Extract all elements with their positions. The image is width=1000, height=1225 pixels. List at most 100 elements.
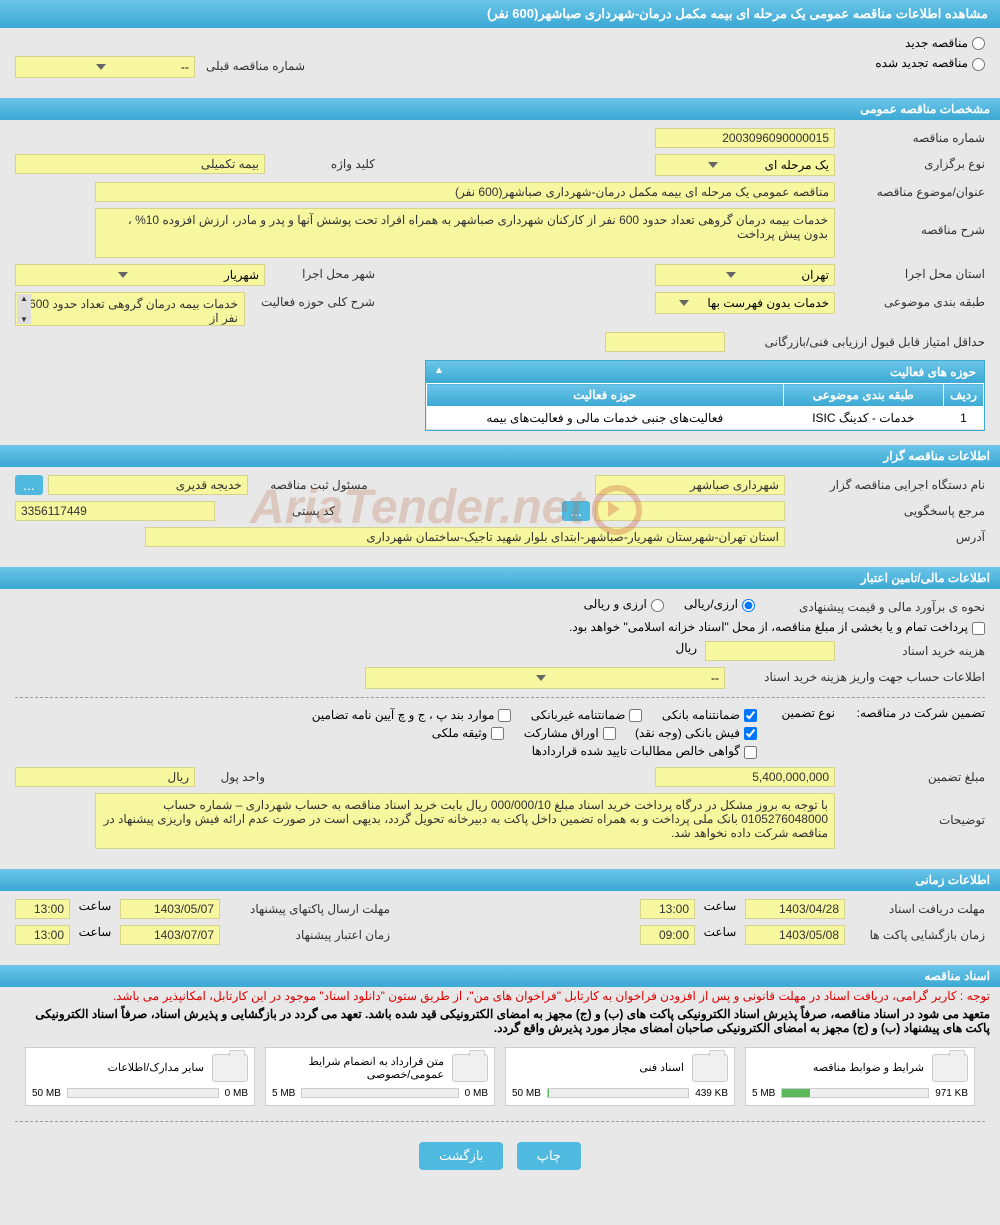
prev-tender-select[interactable]: --	[15, 56, 195, 78]
notes-textarea[interactable]: با توجه به بروز مشکل در درگاه پرداخت خری…	[95, 793, 835, 849]
chk-property[interactable]: وثیقه ملکی	[432, 726, 505, 740]
address-field[interactable]: استان تهران-شهرستان شهریار-صباشهر-ابتدای…	[145, 527, 785, 547]
page-title: مشاهده اطلاعات مناقصه عمومی یک مرحله ای …	[0, 0, 1000, 28]
col-cat: طبقه بندی موضوعی	[783, 384, 943, 407]
cell-no: 1	[944, 407, 984, 430]
doc-card[interactable]: اسناد فنی 50 MB 439 KB	[505, 1047, 735, 1106]
time-label-2: ساعت	[70, 899, 120, 913]
keyword-label: کلید واژه	[265, 154, 375, 171]
tender-no-label: شماره مناقصه	[835, 128, 985, 145]
notice-black: متعهد می شود در اسناد مناقصه، صرفاً پذیر…	[0, 1005, 1000, 1037]
radio-currency-1[interactable]: ارزی/ریالی	[684, 597, 755, 611]
doc-used: 971 KB	[935, 1088, 968, 1099]
chk-participation[interactable]: اوراق مشارکت	[524, 726, 616, 740]
doc-card[interactable]: سایر مدارک/اطلاعات 50 MB 0 MB	[25, 1047, 255, 1106]
progress-bar	[301, 1088, 458, 1098]
time-label-3: ساعت	[695, 925, 745, 939]
opening-label: زمان بازگشایی پاکت ها	[845, 925, 985, 942]
scope-textarea[interactable]: خدمات بیمه درمان گروهی تعداد حدود 600 نف…	[15, 292, 245, 326]
chevron-down-icon	[118, 272, 128, 278]
section-docs: اسناد مناقصه	[0, 965, 1000, 987]
doc-total: 50 MB	[32, 1088, 61, 1099]
chk-clauses[interactable]: موارد بند پ ، ج و چ آیین نامه تضامین	[312, 708, 512, 722]
subject-label: عنوان/موضوع مناقصه	[835, 182, 985, 199]
radio-new-tender[interactable]: مناقصه جدید	[905, 36, 985, 50]
dots-button[interactable]: ...	[562, 501, 590, 521]
chk-net-claims[interactable]: گواهی خالص مطالبات تایید شده قراردادها	[532, 744, 757, 758]
doc-title: سایر مدارک/اطلاعات	[32, 1061, 204, 1074]
tender-no-field: 2003096090000015	[655, 128, 835, 148]
doc-deadline-time[interactable]: 13:00	[640, 899, 695, 919]
responder-field[interactable]	[595, 501, 785, 521]
proposal-deadline-label: مهلت ارسال پاکتهای پیشنهاد	[220, 899, 390, 916]
section-financial: اطلاعات مالی/تامین اعتبار	[0, 567, 1000, 589]
min-score-label: حداقل امتیاز قابل قبول ارزیابی فنی/بازرگ…	[725, 332, 985, 349]
org-name-label: نام دستگاه اجرایی مناقصه گزار	[785, 475, 985, 492]
currency-opt1-label: ارزی/ریالی	[684, 597, 738, 611]
proposal-deadline-time[interactable]: 13:00	[15, 899, 70, 919]
doc-card[interactable]: شرایط و ضوابط مناقصه 5 MB 971 KB	[745, 1047, 975, 1106]
desc-label: شرح مناقصه	[835, 208, 985, 237]
category-select[interactable]: خدمات بدون فهرست بها	[655, 292, 835, 314]
subject-field[interactable]: مناقصه عمومی یک مرحله ای بیمه مکمل درمان…	[95, 182, 835, 202]
rial-label: ریال	[675, 641, 697, 655]
province-select[interactable]: تهران	[655, 264, 835, 286]
desc-textarea[interactable]: خدمات بیمه درمان گروهی تعداد حدود 600 نف…	[95, 208, 835, 258]
folder-icon	[452, 1054, 488, 1082]
doc-title: شرایط و ضوابط مناقصه	[752, 1061, 924, 1074]
credit-time[interactable]: 13:00	[15, 925, 70, 945]
min-score-field[interactable]	[605, 332, 725, 352]
guarantee-amount-label: مبلغ تضمین	[835, 767, 985, 784]
category-label: طبقه بندی موضوعی	[835, 292, 985, 309]
address-label: آدرس	[785, 527, 985, 544]
treasury-checkbox[interactable]: پرداخت تمام و یا بخشی از مبلغ مناقصه، از…	[569, 620, 985, 634]
keyword-field[interactable]: بیمه تکمیلی	[15, 154, 265, 174]
doc-title: متن قرارداد به انضمام شرایط عمومی/خصوصی	[272, 1055, 444, 1081]
chk-bank-guarantee[interactable]: ضمانتنامه بانکی	[662, 708, 757, 722]
scrollbar[interactable]: ▲ ▼	[17, 294, 31, 324]
folder-icon	[212, 1054, 248, 1082]
doc-fee-label: هزینه خرید اسناد	[835, 641, 985, 658]
time-label-4: ساعت	[70, 925, 120, 939]
currency-opt2-label: ارزی و ریالی	[584, 597, 647, 611]
city-select[interactable]: شهریار	[15, 264, 265, 286]
doc-deadline-date[interactable]: 1403/04/28	[745, 899, 845, 919]
postal-label: کد پستی	[215, 501, 335, 518]
reg-officer-field: خدیجه قدیری	[48, 475, 248, 495]
chevron-down-icon	[536, 675, 546, 681]
scope-label: شرح کلی حوزه فعالیت	[245, 292, 375, 309]
proposal-deadline-date[interactable]: 1403/05/07	[120, 899, 220, 919]
holding-type-select[interactable]: یک مرحله ای	[655, 154, 835, 176]
activities-table: ردیف طبقه بندی موضوعی حوزه فعالیت 1خدمات…	[426, 383, 984, 430]
estimate-label: نحوه ی برآورد مالی و قیمت پیشنهادی	[755, 597, 985, 614]
province-label: استان محل اجرا	[835, 264, 985, 281]
collapse-icon[interactable]: ▲	[434, 365, 444, 379]
notice-red: توجه : کاربر گرامی، دریافت اسناد در مهلت…	[0, 987, 1000, 1005]
doc-card[interactable]: متن قرارداد به انضمام شرایط عمومی/خصوصی …	[265, 1047, 495, 1106]
chk-nonbank-guarantee[interactable]: ضمانتنامه غیربانکی	[531, 708, 643, 722]
guarantee-amount-field[interactable]: 5,400,000,000	[655, 767, 835, 787]
dots-button[interactable]: ...	[15, 475, 43, 495]
radio-currency-2[interactable]: ارزی و ریالی	[584, 597, 664, 611]
credit-date[interactable]: 1403/07/07	[120, 925, 220, 945]
postal-field[interactable]: 3356117449	[15, 501, 215, 521]
chk-clauses-label: موارد بند پ ، ج و چ آیین نامه تضامین	[312, 708, 495, 722]
radio-renewed-tender[interactable]: مناقصه تجدید شده	[875, 56, 985, 70]
opening-date[interactable]: 1403/05/08	[745, 925, 845, 945]
unit-label: واحد پول	[195, 767, 265, 784]
scroll-down-icon[interactable]: ▼	[17, 315, 31, 324]
scroll-up-icon[interactable]: ▲	[17, 294, 31, 303]
chk-participation-label: اوراق مشارکت	[524, 726, 599, 740]
account-info-select[interactable]: --	[365, 667, 725, 689]
activities-title: حوزه های فعالیت	[890, 365, 976, 379]
chevron-down-icon	[679, 300, 689, 306]
opening-time[interactable]: 09:00	[640, 925, 695, 945]
radio-new-tender-label: مناقصه جدید	[905, 36, 968, 50]
doc-fee-field[interactable]	[705, 641, 835, 661]
treasury-note: پرداخت تمام و یا بخشی از مبلغ مناقصه، از…	[569, 620, 968, 634]
back-button[interactable]: بازگشت	[419, 1142, 503, 1170]
chk-bank-receipt[interactable]: فیش بانکی (وجه نقد)	[635, 726, 757, 740]
print-button[interactable]: چاپ	[517, 1142, 581, 1170]
scope-value: خدمات بیمه درمان گروهی تعداد حدود 600 نف…	[29, 297, 238, 325]
col-area: حوزه فعالیت	[427, 384, 784, 407]
